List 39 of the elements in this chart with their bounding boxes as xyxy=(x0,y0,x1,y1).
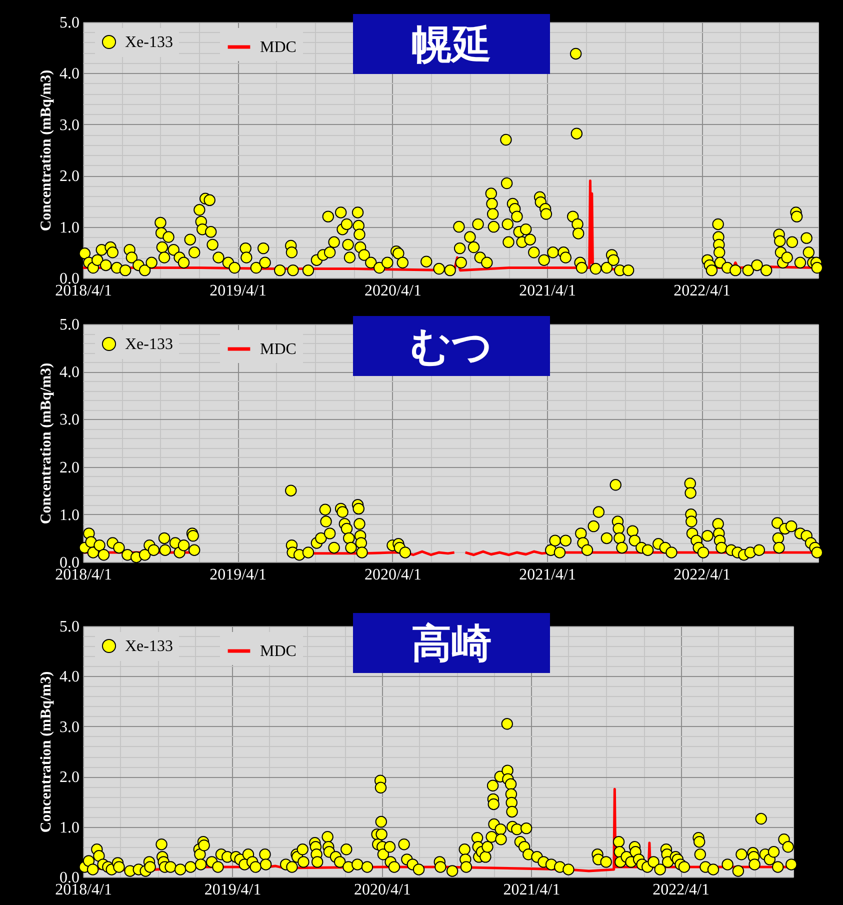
y-axis-title: Concentration (mBq/m3) xyxy=(38,671,54,833)
legend-label: MDC xyxy=(260,39,296,56)
x-tick-label: 2019/4/1 xyxy=(210,282,266,300)
y-tick-label: 4.0 xyxy=(60,668,80,686)
legend-label: MDC xyxy=(260,341,296,358)
y-tick-label: 4.0 xyxy=(60,66,80,83)
x-tick-label: 2019/4/1 xyxy=(210,566,266,584)
y-tick-label: 5.0 xyxy=(60,14,80,32)
y-tick-label: 5.0 xyxy=(60,316,80,334)
y-tick-label: 2.0 xyxy=(60,459,80,476)
y-tick-label: 2.0 xyxy=(60,769,80,786)
x-tick-label: 2020/4/1 xyxy=(354,882,411,898)
y-tick-label: 1.0 xyxy=(60,219,80,236)
y-tick-label: 2.0 xyxy=(60,168,80,186)
y-tick-label: 3.0 xyxy=(60,412,80,429)
chart-title: 高崎 xyxy=(353,613,550,673)
y-tick-label: 4.0 xyxy=(60,364,80,382)
legend-label: Xe-133 xyxy=(125,336,173,353)
x-tick-label: 2021/4/1 xyxy=(503,882,560,898)
x-tick-label: 2020/4/1 xyxy=(364,282,422,300)
legend-label: Xe-133 xyxy=(125,34,173,51)
legend-label: Xe-133 xyxy=(125,638,173,655)
legend-label: MDC xyxy=(260,643,296,660)
y-tick-label: 1.0 xyxy=(60,506,80,524)
x-tick-label: 2022/4/1 xyxy=(652,882,710,898)
x-tick-label: 2020/4/1 xyxy=(364,566,422,584)
y-axis-title: Concentration (mBq/m3) xyxy=(38,70,54,232)
x-tick-label: 2019/4/1 xyxy=(204,882,262,898)
chart-title: むつ xyxy=(353,316,550,376)
x-tick-label: 2021/4/1 xyxy=(519,566,576,584)
y-tick-label: 5.0 xyxy=(60,618,80,636)
chart-title: 幌延 xyxy=(353,14,550,74)
y-axis-title: Concentration (mBq/m3) xyxy=(38,362,54,524)
x-tick-label: 2021/4/1 xyxy=(519,282,576,300)
y-tick-label: 3.0 xyxy=(60,718,80,736)
y-tick-label: 1.0 xyxy=(60,819,80,836)
y-tick-label: 3.0 xyxy=(60,116,80,134)
x-tick-label: 2022/4/1 xyxy=(674,566,731,584)
x-tick-label: 2022/4/1 xyxy=(674,282,731,300)
